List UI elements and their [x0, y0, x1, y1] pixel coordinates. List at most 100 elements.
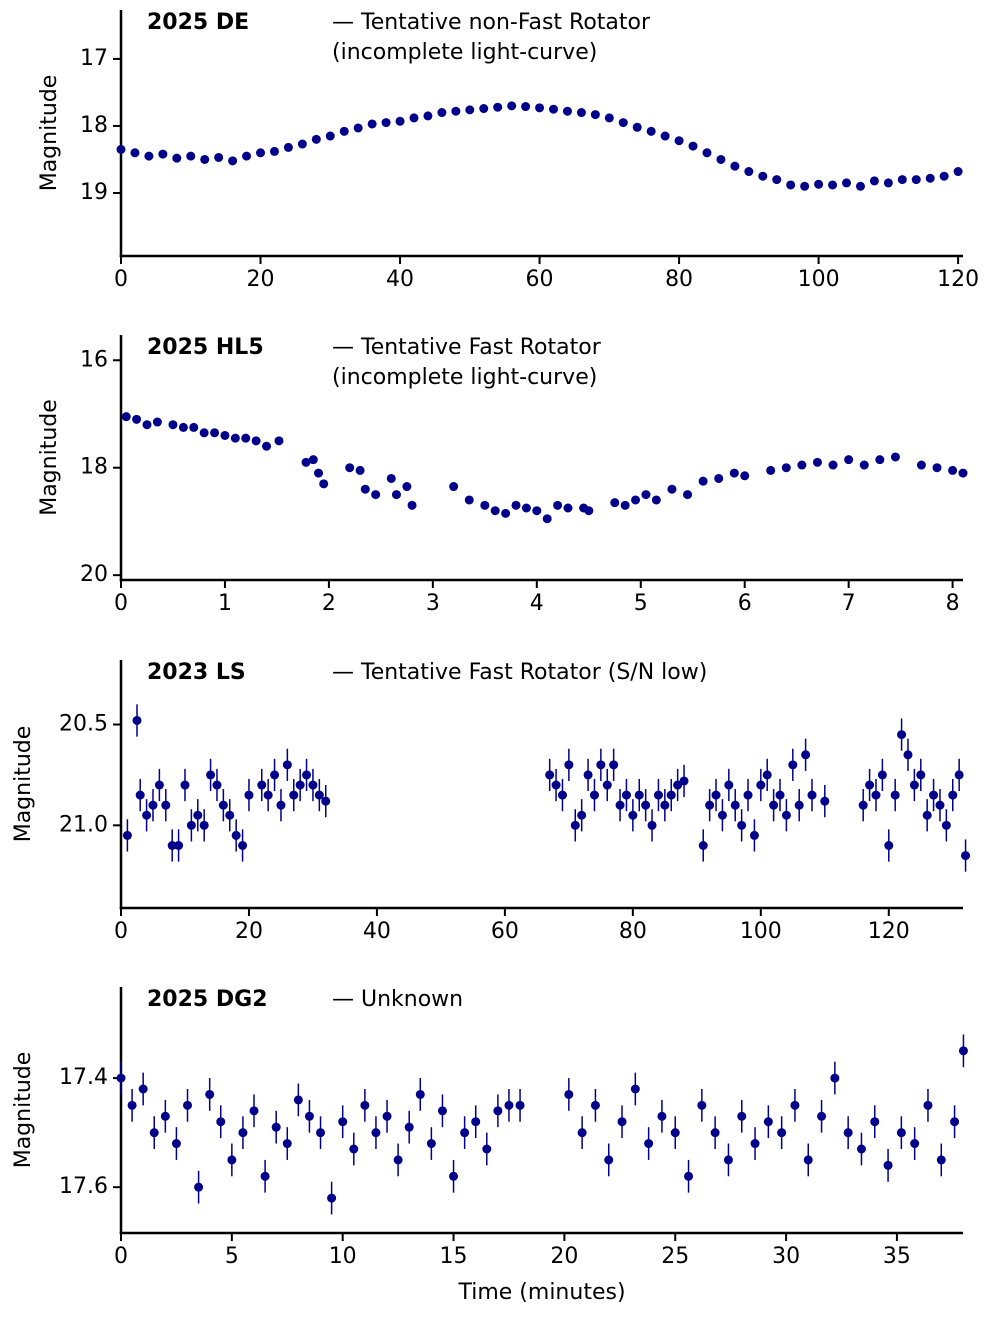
- data-point: [260, 1171, 270, 1181]
- data-point: [121, 412, 131, 422]
- x-tick-label: 5: [225, 1244, 239, 1269]
- data-point: [367, 119, 377, 129]
- x-tick-label: 20: [247, 267, 275, 292]
- data-point: [154, 780, 164, 790]
- data-point: [551, 780, 561, 790]
- panel-note: — Tentative non-Fast Rotator: [332, 10, 651, 35]
- data-point: [426, 1139, 436, 1149]
- data-point: [794, 800, 804, 810]
- data-point: [479, 104, 489, 114]
- data-point: [762, 770, 772, 780]
- data-point: [171, 1139, 181, 1149]
- data-point: [922, 810, 932, 820]
- data-point: [570, 820, 580, 830]
- data-point: [238, 1128, 248, 1138]
- data-point: [349, 1144, 359, 1154]
- data-point: [814, 179, 824, 189]
- data-point: [172, 153, 182, 163]
- data-point: [130, 148, 140, 158]
- data-point: [828, 180, 838, 190]
- data-point: [596, 760, 606, 770]
- data-point: [242, 151, 252, 161]
- data-point: [772, 175, 782, 185]
- data-point: [132, 715, 142, 725]
- data-point: [282, 760, 292, 770]
- data-point: [557, 790, 567, 800]
- data-point: [807, 790, 817, 800]
- data-point: [186, 820, 196, 830]
- data-point: [542, 514, 552, 524]
- panel-label: 2025 DG2: [147, 987, 268, 1012]
- x-tick-label: 35: [883, 1244, 911, 1269]
- data-point: [710, 1128, 720, 1138]
- data-point: [800, 181, 810, 191]
- x-tick-label: 100: [798, 267, 840, 292]
- data-point: [269, 146, 279, 156]
- x-tick-label: 20: [550, 1244, 578, 1269]
- data-point: [890, 790, 900, 800]
- data-point: [257, 780, 267, 790]
- data-point: [932, 463, 942, 473]
- data-point: [316, 1128, 326, 1138]
- data-point: [670, 1128, 680, 1138]
- data-point: [576, 108, 586, 118]
- data-point: [744, 167, 754, 177]
- data-point: [214, 152, 224, 162]
- data-point: [939, 171, 949, 181]
- data-point: [183, 1100, 193, 1110]
- data-point: [923, 1100, 933, 1110]
- data-point: [646, 126, 656, 136]
- data-point: [766, 465, 776, 475]
- data-point: [304, 1111, 314, 1121]
- data-point: [958, 1046, 968, 1056]
- data-point: [225, 810, 235, 820]
- data-point: [482, 1144, 492, 1154]
- data-point: [480, 500, 490, 510]
- data-point: [355, 465, 365, 475]
- data-point: [842, 178, 852, 188]
- data-point: [465, 105, 475, 115]
- data-point: [297, 139, 307, 149]
- x-tick-label: 1: [218, 591, 232, 616]
- data-point: [521, 102, 531, 112]
- data-point: [205, 1089, 215, 1099]
- panel-note: — Unknown: [332, 987, 463, 1012]
- y-tick-label: 17.4: [59, 1065, 108, 1090]
- data-point: [590, 1100, 600, 1110]
- data-point: [884, 840, 894, 850]
- data-point: [282, 1139, 292, 1149]
- data-point: [161, 800, 171, 810]
- data-point: [729, 468, 739, 478]
- data-point: [651, 495, 661, 505]
- data-point: [423, 111, 433, 121]
- data-point: [449, 482, 459, 492]
- data-point: [615, 800, 625, 810]
- data-point: [227, 1155, 237, 1165]
- data-point: [756, 780, 766, 790]
- y-tick-label: 20: [80, 562, 108, 587]
- data-point: [193, 810, 203, 820]
- data-point: [801, 750, 811, 760]
- y-axis-label: Magnitude: [37, 399, 62, 516]
- data-point: [274, 436, 284, 446]
- data-point: [449, 1171, 459, 1181]
- data-point: [749, 830, 759, 840]
- data-point: [777, 1128, 787, 1138]
- data-point: [910, 1139, 920, 1149]
- data-point: [545, 770, 555, 780]
- data-point: [327, 1193, 337, 1203]
- y-tick-label: 20.5: [59, 712, 108, 737]
- data-point: [564, 760, 574, 770]
- x-tick-label: 40: [363, 919, 391, 944]
- data-point: [788, 760, 798, 770]
- y-tick-label: 16: [80, 347, 108, 372]
- data-point: [230, 433, 240, 443]
- data-point: [820, 796, 830, 806]
- data-point: [138, 1084, 148, 1094]
- data-point: [308, 455, 318, 465]
- y-axis-label: Magnitude: [11, 1052, 36, 1169]
- data-point: [865, 780, 875, 790]
- x-axis-label: Time (minutes): [457, 1280, 625, 1305]
- data-point: [948, 465, 958, 475]
- data-point: [660, 131, 670, 141]
